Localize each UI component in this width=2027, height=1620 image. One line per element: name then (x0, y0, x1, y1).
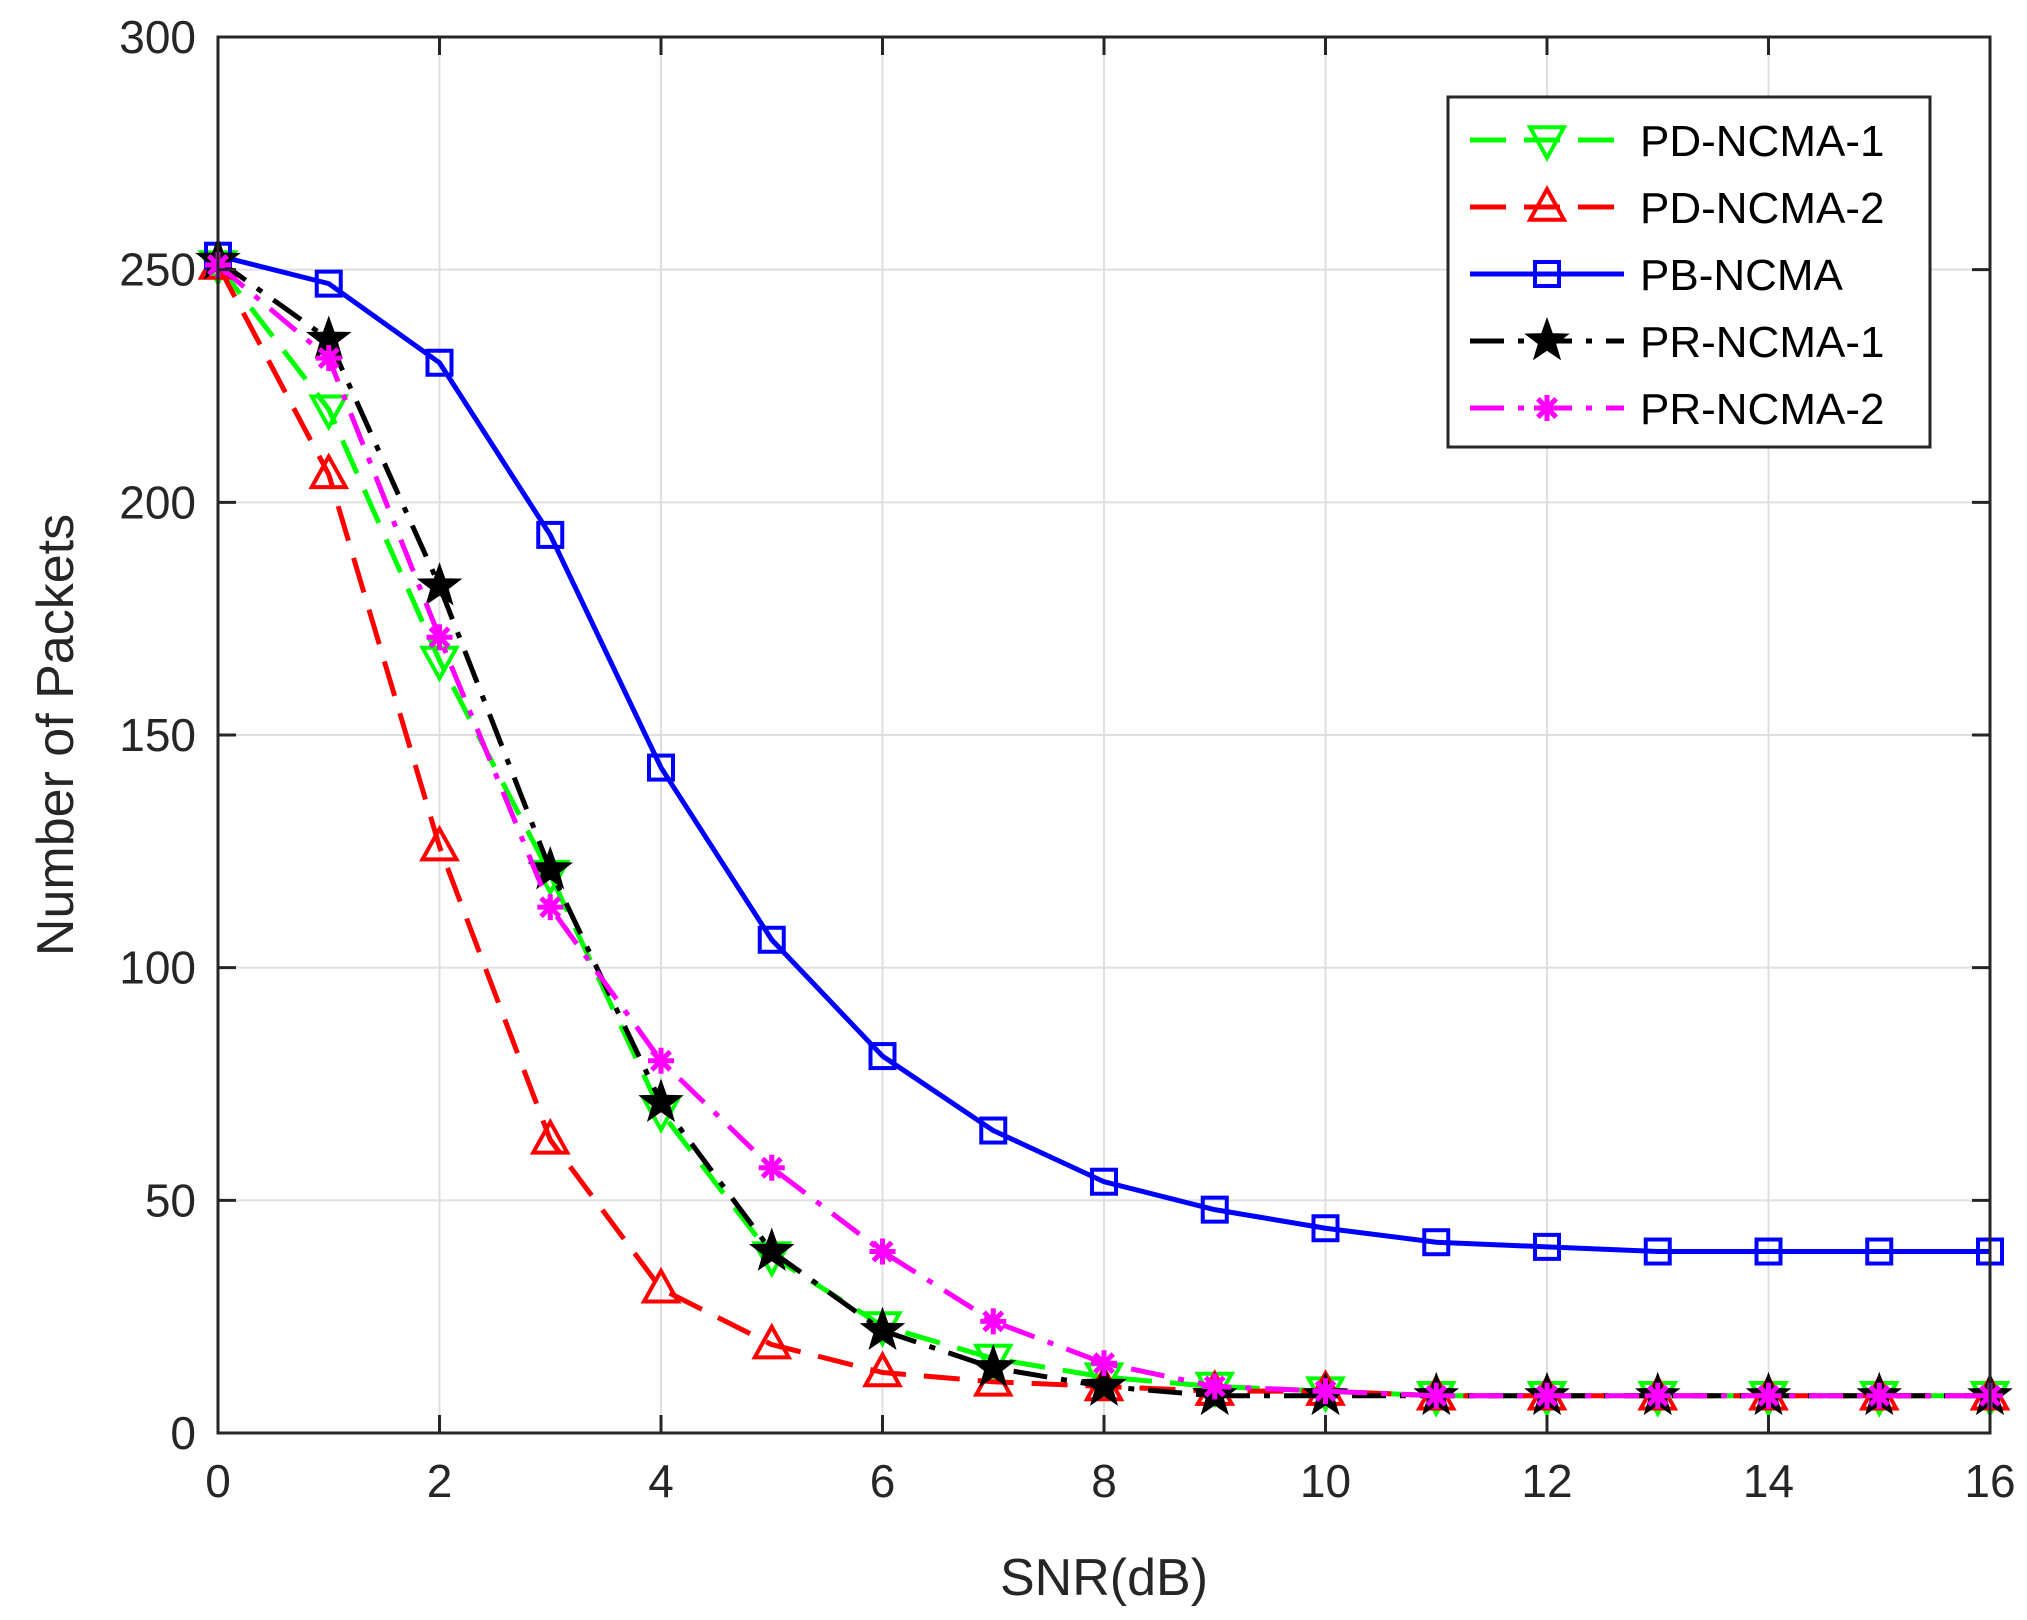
data-point (970, 1343, 1017, 1388)
y-tick-label: 200 (119, 476, 196, 528)
legend-item: PD-NCMA-1 (1470, 117, 1884, 166)
data-point (1754, 1237, 1783, 1266)
data-point (640, 1266, 682, 1304)
data-point (315, 345, 342, 372)
data-point (527, 845, 574, 890)
legend-marker (1526, 185, 1568, 222)
y-tick-label: 100 (119, 942, 196, 994)
data-point (1201, 1373, 1228, 1400)
legend-marker (1533, 260, 1561, 288)
data-point (638, 1078, 684, 1123)
series-group (195, 236, 2013, 1418)
series-pr-ncma-2 (205, 252, 2003, 1409)
data-point (536, 520, 565, 549)
y-tick-labels: 0 50 100 150 200 250 300 (119, 11, 196, 1459)
data-point (1312, 1378, 1339, 1405)
data-point (751, 1322, 793, 1360)
data-point (314, 269, 343, 298)
data-point (1422, 1228, 1451, 1257)
data-point (1091, 1350, 1117, 1377)
legend-item: PD-NCMA-2 (1470, 184, 1884, 233)
x-tick-label: 6 (870, 1455, 896, 1507)
data-point (748, 1227, 795, 1271)
series-line (216, 263, 1990, 1399)
y-tick-label: 250 (119, 244, 196, 296)
data-point (1081, 1362, 1127, 1406)
data-point (1865, 1237, 1894, 1266)
legend-marker (1534, 395, 1560, 421)
data-point (426, 624, 453, 651)
data-point (1311, 1214, 1340, 1243)
x-axis-label: SNR(dB) (1000, 1549, 1208, 1607)
x-tick-label: 16 (1964, 1455, 2015, 1507)
legend-label: PR-NCMA-2 (1640, 385, 1884, 434)
data-point (1866, 1382, 1893, 1409)
data-point (308, 452, 350, 490)
data-point (537, 894, 564, 921)
y-tick-label: 50 (145, 1174, 196, 1226)
data-point (1423, 1382, 1450, 1409)
data-point (1533, 1232, 1561, 1261)
y-tick-label: 150 (119, 709, 196, 761)
data-point (425, 348, 454, 377)
data-point (758, 1154, 785, 1181)
data-point (308, 394, 350, 432)
x-tick-label: 14 (1743, 1455, 1794, 1507)
data-point (862, 1350, 903, 1388)
y-tick-label: 0 (170, 1407, 196, 1459)
legend-label: PR-NCMA-1 (1640, 318, 1884, 367)
legend-marker (1526, 125, 1568, 162)
x-tick-labels: 0 2 4 6 8 10 12 14 16 (205, 1455, 2015, 1507)
y-tick-label: 300 (119, 11, 196, 63)
x-tick-label: 2 (427, 1455, 453, 1507)
data-point (1644, 1382, 1671, 1409)
data-point (979, 1116, 1008, 1145)
data-point (416, 562, 463, 606)
y-axis-label: Number of Packets (27, 514, 85, 956)
legend-item: PR-NCMA-2 (1470, 385, 1884, 434)
data-point (980, 1308, 1007, 1335)
legend-label: PB-NCMA (1640, 251, 1844, 300)
data-point (1534, 1382, 1560, 1409)
data-point (419, 824, 460, 862)
series-pb-ncma (204, 241, 2004, 1266)
x-tick-label: 4 (648, 1455, 674, 1507)
legend-item: PR-NCMA-1 (1470, 317, 1884, 367)
data-point (868, 1042, 897, 1071)
data-point (1643, 1237, 1672, 1266)
series-line (216, 263, 1990, 1399)
data-point (1755, 1382, 1782, 1409)
x-tick-label: 0 (205, 1455, 231, 1507)
data-point (647, 753, 675, 782)
legend-label: PD-NCMA-1 (1640, 117, 1884, 166)
data-point (1200, 1195, 1229, 1224)
data-point (1090, 1167, 1118, 1196)
data-point (529, 1117, 571, 1155)
legend-label: PD-NCMA-2 (1640, 184, 1884, 233)
x-tick-label: 10 (1300, 1455, 1351, 1507)
series-line (217, 253, 1990, 1255)
legend-item: PB-NCMA (1470, 251, 1844, 300)
data-point (869, 1238, 896, 1265)
data-point (757, 925, 786, 954)
data-point (648, 1047, 674, 1074)
x-tick-label: 8 (1091, 1455, 1117, 1507)
x-tick-label: 12 (1521, 1455, 1572, 1507)
legend: PD-NCMA-1 PD-NCMA-2 PB-NCMA PR-NCMA-1 PR-NCM… (1446, 95, 1932, 449)
data-point (859, 1306, 906, 1351)
legend-marker (1524, 317, 1570, 361)
ticks (216, 35, 1992, 1435)
